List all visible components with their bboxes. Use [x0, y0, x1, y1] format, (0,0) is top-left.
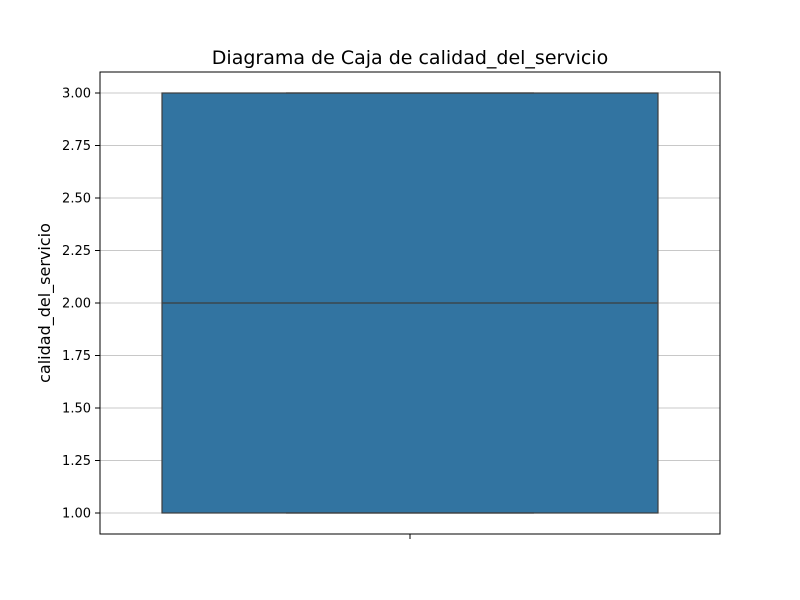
y-tick-label: 2.75 [62, 139, 91, 154]
y-axis-label: calidad_del_servicio [35, 223, 55, 383]
y-tick-label: 1.50 [62, 402, 91, 417]
y-tick-label: 1.00 [62, 507, 91, 522]
y-tick-label: 1.25 [62, 454, 91, 469]
y-axis-ticks: 1.00 1.25 1.50 1.75 2.00 2.25 2.50 2.75 3.00 [62, 87, 100, 522]
y-tick-label: 1.75 [62, 349, 91, 364]
y-tick-label: 2.00 [62, 297, 91, 312]
chart-title: Diagrama de Caja de calidad_del_servicio [212, 47, 608, 69]
y-tick-label: 2.50 [62, 192, 91, 207]
y-tick-label: 2.25 [62, 244, 91, 259]
y-tick-label: 3.00 [62, 87, 91, 102]
